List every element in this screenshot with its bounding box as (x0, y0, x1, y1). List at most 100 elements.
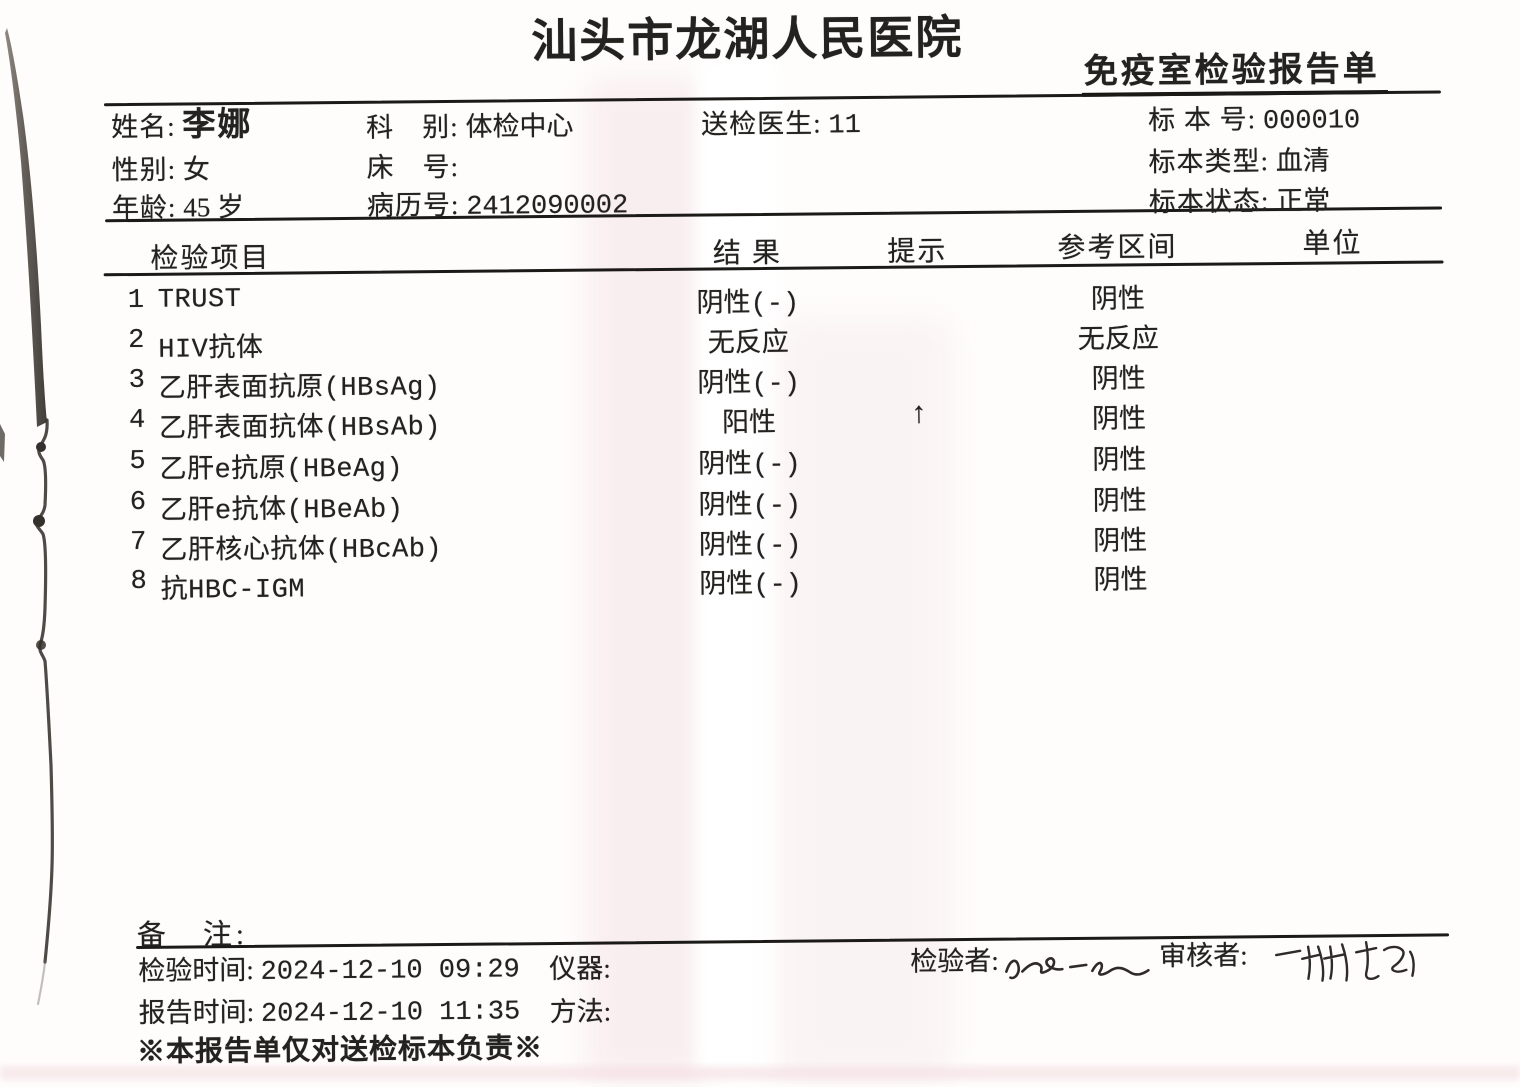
patient-age: 年龄: 45 岁 (112, 191, 244, 224)
col-header-reference: 参考区间 (1017, 225, 1217, 267)
row-hint-flag (866, 318, 970, 319)
row-result: 阴性(-) (650, 481, 850, 523)
row-reference: 阴性 (1018, 356, 1218, 398)
patient-age-value: 45 岁 (183, 192, 244, 223)
patient-dept: 科 别: 体检中心 (366, 110, 574, 144)
patient-bed: 床 号: (366, 151, 459, 184)
row-item-name: 乙肝e抗体(HBeAb) (160, 485, 404, 527)
row-result: 阳性 (649, 399, 849, 441)
row-item-name: 乙肝表面抗体(HBsAb) (159, 403, 441, 446)
reviewer: 审核者: (1159, 939, 1248, 972)
patient-record: 病历号: 2412090002 (367, 187, 629, 225)
row-unit (1283, 476, 1387, 477)
patient-age-label: 年龄: (112, 193, 177, 224)
row-hint-flag (868, 520, 972, 521)
row-number: 7 (130, 528, 146, 558)
row-number: 8 (130, 567, 146, 597)
patient-doctor-label: 送检医生: (701, 108, 822, 139)
row-item-name: HIV抗体 (158, 325, 263, 366)
col-header-unit: 单位 (1280, 221, 1384, 262)
report-title: 免疫室检验报告单 (1082, 52, 1388, 97)
row-unit (1283, 555, 1387, 556)
scan-edge-artifact (0, 0, 70, 1080)
specimen-type: 标本类型: 血清 (1148, 145, 1330, 179)
row-result: 阴性(-) (650, 560, 850, 602)
patient-name-label: 姓名: (111, 112, 176, 143)
report-time-label: 报告时间: (139, 997, 255, 1028)
method-label: 方法: (550, 996, 612, 1027)
specimen-number: 标 本 号: 000010 (1148, 102, 1360, 139)
row-item-name: 乙肝表面抗原(HBsAg) (158, 363, 440, 406)
test-time-label: 检验时间: (138, 955, 254, 986)
row-reference: 阴性 (1020, 557, 1220, 599)
patient-record-label: 病历号: (367, 190, 460, 221)
row-number: 4 (129, 406, 145, 436)
patient-dept-label: 科 别: (366, 112, 459, 143)
instrument-label: 仪器: (549, 953, 611, 984)
test-time: 检验时间: 2024-12-10 09:29 (138, 951, 520, 990)
row-result: 无反应 (648, 319, 848, 361)
row-item-name: TRUST (158, 285, 242, 316)
row-hint-flag (868, 480, 972, 481)
row-number: 5 (129, 447, 145, 477)
row-item-name: 乙肝e抗原(HBeAg) (159, 444, 403, 486)
row-unit (1283, 516, 1387, 517)
row-item-name: 乙肝核心抗体(HBcAb) (160, 525, 442, 568)
row-item-name: 抗HBC-IGM (160, 565, 305, 606)
col-header-result: 结 果 (647, 230, 847, 272)
disclaimer-text: ※本报告单仅对送检标本负责※ (137, 1026, 543, 1070)
row-unit (1281, 354, 1385, 355)
row-result: 阴性(-) (649, 440, 849, 482)
row-unit (1281, 274, 1385, 275)
row-unit (1282, 435, 1386, 436)
tester: 检验者: (910, 945, 999, 978)
reviewer-label: 审核者: (1159, 940, 1248, 971)
patient-gender-value: 女 (183, 154, 210, 184)
patient-gender: 性别: 女 (111, 153, 210, 186)
row-number: 3 (128, 366, 144, 396)
tester-label: 检验者: (910, 946, 999, 977)
patient-dept-value: 体检中心 (465, 111, 573, 142)
reviewer-signature (1272, 932, 1423, 988)
patient-name-value: 李娜 (182, 107, 252, 144)
row-hint-up-arrow: ↑ (867, 398, 971, 433)
specimen-status-value: 正常 (1276, 186, 1330, 217)
row-reference: 阴性 (1020, 478, 1220, 520)
remark-label: 备 注: (137, 911, 248, 954)
report-time-value: 2024-12-10 11:35 (261, 997, 521, 1029)
row-reference: 阴性 (1018, 276, 1218, 318)
hospital-name: 汕头市龙湖人民医院 (531, 12, 963, 68)
specimen-status-label: 标本状态: (1149, 186, 1270, 217)
row-unit (1282, 394, 1386, 395)
row-reference: 阴性 (1020, 518, 1220, 560)
row-hint-flag (866, 358, 970, 359)
instrument: 仪器: (549, 952, 611, 985)
test-time-value: 2024-12-10 09:29 (260, 955, 520, 987)
divider-remark (136, 933, 1449, 948)
method: 方法: (550, 995, 612, 1028)
specimen-type-value: 血清 (1276, 146, 1330, 177)
row-number: 2 (128, 326, 144, 356)
row-number: 6 (130, 488, 146, 518)
specimen-status: 标本状态: 正常 (1149, 185, 1331, 219)
row-result: 阴性(-) (650, 521, 850, 563)
specimen-number-value: 000010 (1263, 106, 1361, 137)
row-result: 阴性(-) (648, 359, 848, 401)
patient-record-value: 2412090002 (466, 191, 628, 223)
col-header-hint: 提示 (865, 229, 969, 270)
row-reference: 无反应 (1018, 316, 1218, 358)
patient-doctor-value: 11 (828, 111, 861, 141)
row-reference: 阴性 (1019, 437, 1219, 479)
tester-signature (1000, 940, 1160, 994)
patient-name: 姓名: 李娜 (111, 109, 253, 143)
row-number: 1 (128, 286, 144, 316)
specimen-number-label: 标 本 号: (1148, 104, 1256, 135)
patient-doctor: 送检医生: 11 (701, 107, 861, 144)
patient-bed-label: 床 号: (366, 152, 459, 183)
col-header-item: 检验项目 (150, 236, 270, 277)
row-hint-flag (868, 559, 972, 560)
row-hint-flag (867, 439, 971, 440)
specimen-type-label: 标本类型: (1148, 146, 1269, 177)
patient-gender-label: 性别: (111, 155, 176, 186)
